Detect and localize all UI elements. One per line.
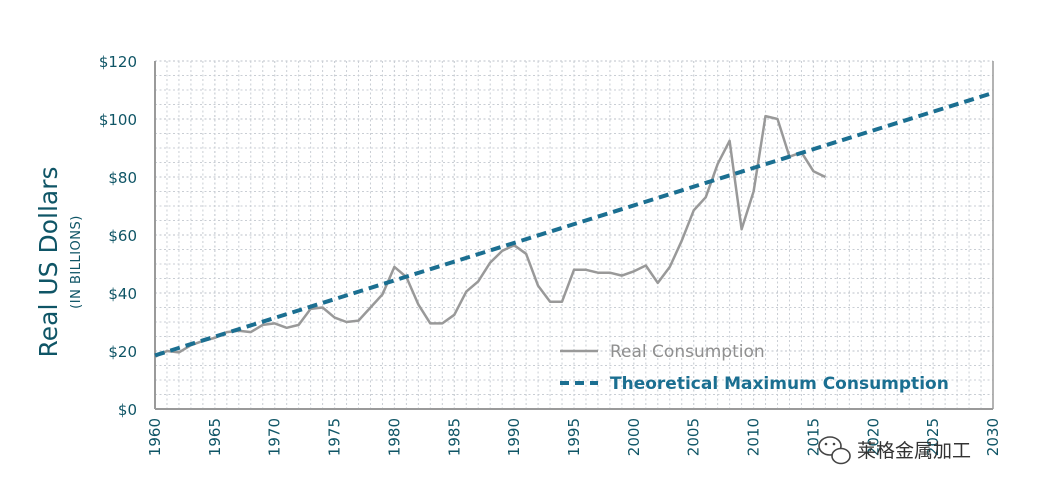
y-axis-sublabel: (IN BILLIONS) bbox=[69, 215, 84, 309]
y-tick-label: $20 bbox=[108, 343, 137, 361]
series-line-theoretical-maximum bbox=[154, 90, 994, 358]
x-tick-label: 1960 bbox=[146, 418, 164, 456]
x-tick-label: 1990 bbox=[505, 418, 523, 456]
x-tick-label: 2030 bbox=[984, 418, 1002, 456]
x-tick-label: 1975 bbox=[326, 418, 344, 456]
y-tick-label: $100 bbox=[99, 111, 137, 129]
x-tick-label: 1965 bbox=[206, 418, 224, 456]
y-tick-label: $60 bbox=[108, 227, 137, 245]
x-tick-label: 1980 bbox=[385, 418, 403, 456]
x-tick-label: 2025 bbox=[924, 418, 942, 456]
x-tick-label: 1995 bbox=[565, 418, 583, 456]
legend: Real Consumption Theoretical Maximum Con… bbox=[560, 342, 949, 394]
x-tick-label: 1985 bbox=[445, 418, 463, 456]
x-tick-label: 2000 bbox=[625, 418, 643, 456]
watermark: 莱格金属加工 bbox=[818, 436, 971, 465]
x-tick-label: 2015 bbox=[804, 418, 822, 456]
series-line-real-consumption bbox=[154, 114, 826, 358]
y-tick-label: $40 bbox=[108, 285, 137, 303]
x-tick-label: 2020 bbox=[864, 418, 882, 456]
y-axis-label: Real US Dollars bbox=[34, 166, 63, 357]
watermark-text: 莱格金属加工 bbox=[857, 440, 971, 462]
x-tick-label: 1970 bbox=[266, 418, 284, 456]
x-tick-label: 2010 bbox=[745, 418, 763, 456]
y-tick-labels: $0 $20 $40 $60 $80 $100 $120 bbox=[99, 53, 137, 419]
y-tick-label: $80 bbox=[108, 169, 137, 187]
series-group bbox=[154, 90, 994, 358]
x-tick-label: 2005 bbox=[685, 418, 703, 456]
legend-label-real: Real Consumption bbox=[610, 342, 765, 362]
axes bbox=[154, 61, 994, 410]
x-tick-labels: 1960 1965 1970 1975 1980 1985 1990 1995 2000 2005… bbox=[146, 418, 1002, 456]
grid bbox=[155, 60, 993, 409]
legend-label-theoretical: Theoretical Maximum Consumption bbox=[610, 374, 949, 394]
y-tick-label: $120 bbox=[99, 53, 137, 71]
y-tick-label: $0 bbox=[118, 401, 137, 419]
wechat-icon bbox=[818, 436, 851, 465]
